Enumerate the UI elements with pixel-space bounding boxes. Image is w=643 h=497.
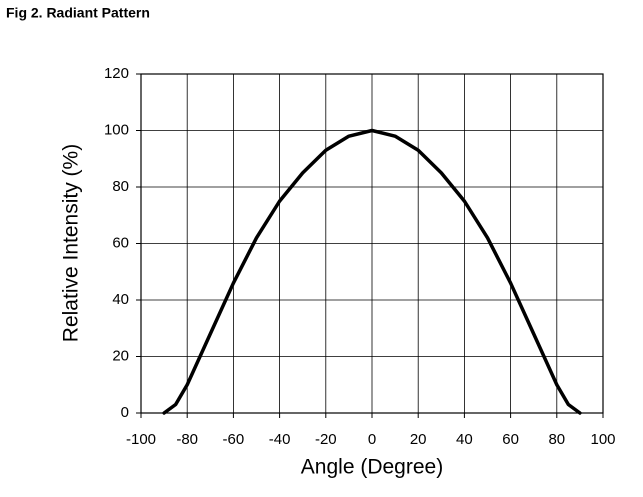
y-tick-label: 40 <box>112 291 129 308</box>
x-tick-label: 60 <box>502 431 519 448</box>
data-line <box>162 128 582 415</box>
y-axis-label: Relative Intensity (%) <box>60 144 83 342</box>
chart-title: Fig 2. Radiant Pattern <box>6 5 150 21</box>
y-tick-label: 60 <box>112 234 129 251</box>
x-tick-label: -60 <box>223 431 245 448</box>
x-tick-label: -40 <box>269 431 291 448</box>
y-tick-label: 80 <box>112 178 129 195</box>
y-tick-label: 120 <box>104 65 129 82</box>
x-tick-label: 0 <box>368 431 376 448</box>
y-tick-label: 100 <box>104 121 129 138</box>
x-tick-label: 100 <box>590 431 615 448</box>
plot-frame <box>140 73 604 414</box>
x-tick-label: -20 <box>315 431 337 448</box>
x-axis-label: Angle (Degree) <box>301 456 443 479</box>
x-tick-label: 20 <box>410 431 427 448</box>
x-tick-label: 80 <box>548 431 565 448</box>
y-tick-label: 0 <box>121 404 129 421</box>
x-tick-label: 40 <box>456 431 473 448</box>
x-tick-label: -100 <box>126 431 156 448</box>
x-tick-label: -80 <box>176 431 198 448</box>
y-tick-label: 20 <box>112 347 129 364</box>
